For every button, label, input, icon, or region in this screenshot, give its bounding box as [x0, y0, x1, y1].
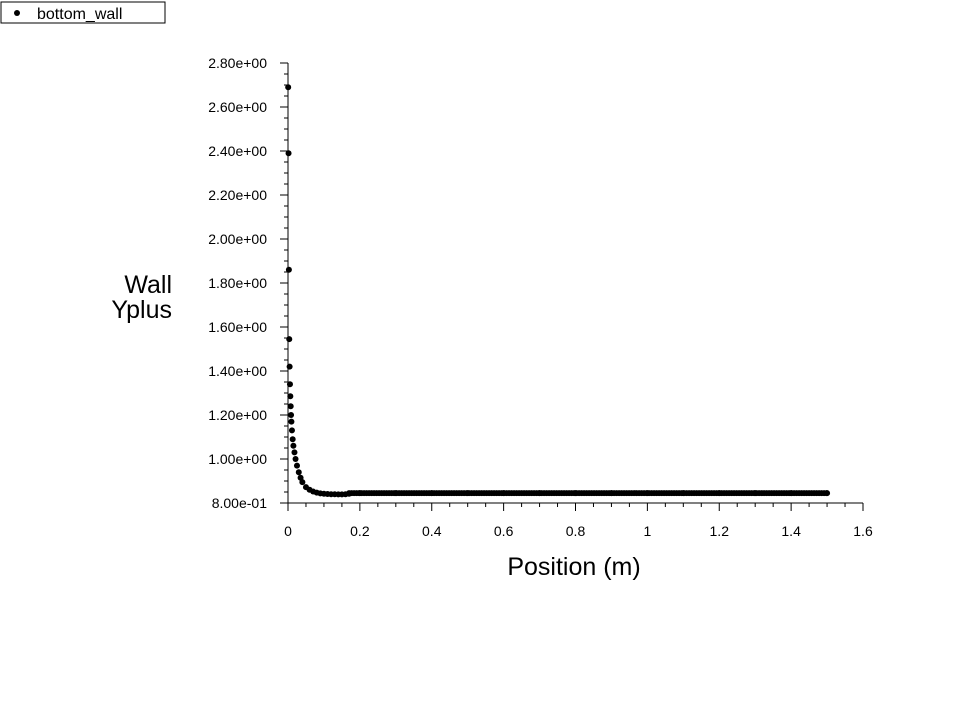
y-axis-title-line2: Yplus: [111, 296, 172, 324]
series-bottom-wall: [285, 84, 831, 498]
data-point: [288, 412, 295, 418]
data-point: [286, 363, 293, 370]
data-point: [288, 427, 295, 434]
data-point: [286, 336, 293, 343]
y-tick-label: 1.60e+00: [208, 319, 267, 335]
x-tick-label: 1: [643, 523, 651, 539]
y-tick-label: 2.00e+00: [208, 231, 267, 247]
data-point: [289, 436, 296, 443]
x-tick-label: 0.4: [422, 523, 442, 539]
legend-box: [0, 1, 166, 24]
data-point: [823, 490, 830, 497]
x-axis-title: Position (m): [507, 553, 640, 581]
data-point: [285, 266, 292, 273]
y-tick-label: 2.40e+00: [208, 143, 267, 159]
data-point: [287, 403, 294, 410]
data-point: [285, 84, 292, 91]
legend: bottom_wall: [0, 1, 166, 24]
data-point: [288, 418, 295, 425]
x-tick-label: 1.4: [781, 523, 801, 539]
x-tick-label: 0: [284, 523, 292, 539]
y-tick-label: 1.40e+00: [208, 363, 267, 379]
data-point: [293, 462, 300, 469]
x-tick-label: 1.2: [710, 523, 730, 539]
x-tick-label: 1.6: [853, 523, 873, 539]
data-point: [295, 469, 302, 476]
legend-label: bottom_wall: [37, 6, 122, 23]
x-tick-label: 0.2: [350, 523, 370, 539]
y-tick-label: 2.80e+00: [208, 55, 267, 71]
data-point: [299, 479, 306, 486]
y-tick-label: 1.00e+00: [208, 451, 267, 467]
data-point: [290, 442, 297, 449]
y-tick-label: 8.00e-01: [212, 495, 267, 511]
x-axis: 0 0.2 0.4 0.6 0.8 1 1.2 1.4 1.6: [284, 502, 873, 539]
y-tick-label: 2.20e+00: [208, 187, 267, 203]
data-point: [291, 449, 298, 456]
data-point: [292, 456, 299, 462]
y-axis-title-line1: Wall: [124, 271, 172, 299]
data-point: [285, 150, 292, 157]
x-tick-label: 0.8: [566, 523, 586, 539]
y-tick-label: 1.80e+00: [208, 275, 267, 291]
data-point: [286, 381, 293, 388]
y-axis: 8.00e-01 1.00e+00 1.20e+00 1.40e+00 1.60e+00…: [208, 55, 289, 511]
y-tick-label: 2.60e+00: [208, 99, 267, 115]
legend-marker: [14, 10, 20, 16]
y-tick-label: 1.20e+00: [208, 407, 267, 423]
data-point: [287, 393, 294, 400]
x-tick-label: 0.6: [494, 523, 514, 539]
